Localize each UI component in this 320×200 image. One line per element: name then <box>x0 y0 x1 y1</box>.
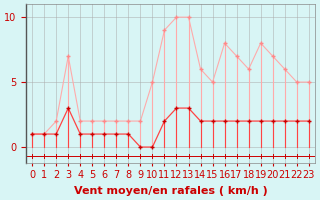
X-axis label: Vent moyen/en rafales ( km/h ): Vent moyen/en rafales ( km/h ) <box>74 186 267 196</box>
